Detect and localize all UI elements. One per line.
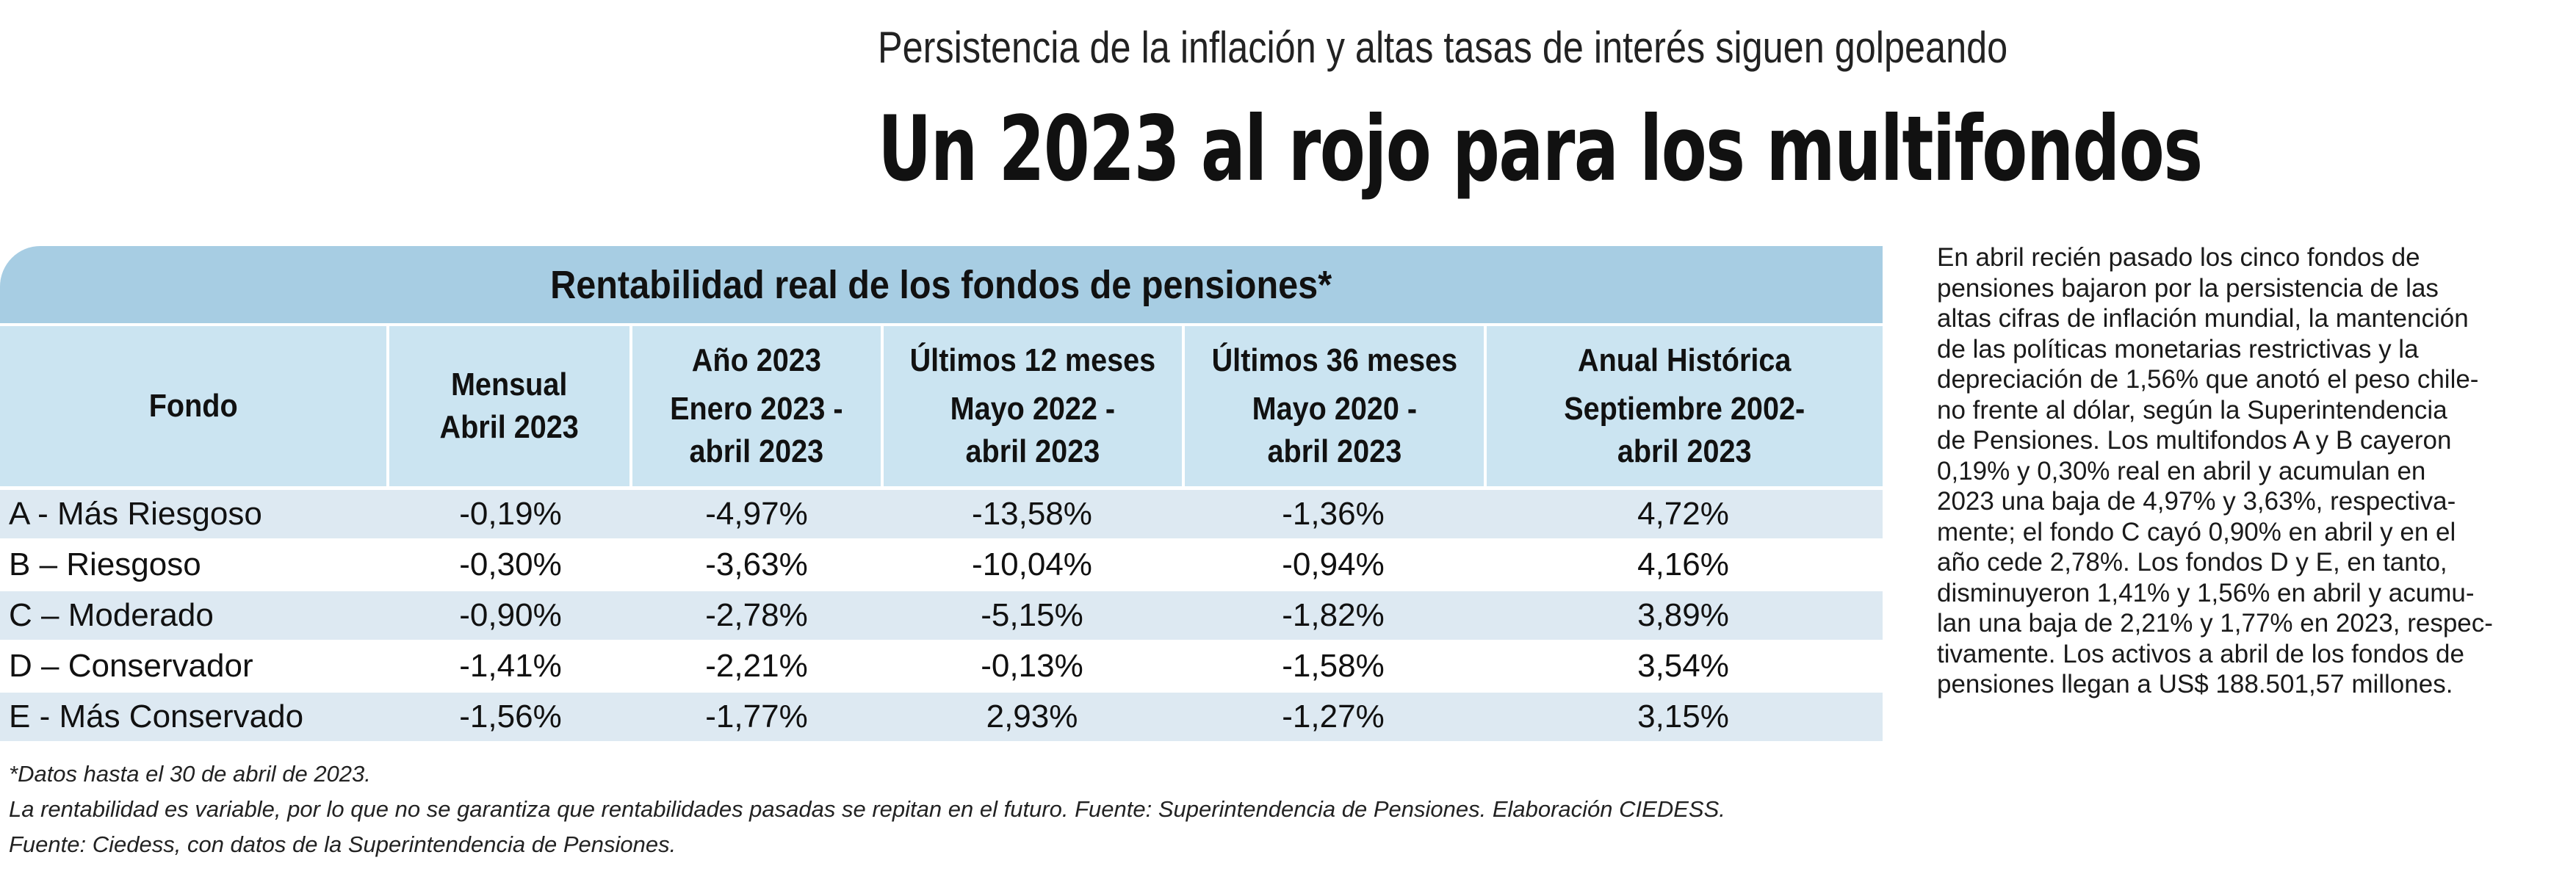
fund-name: C – Moderado <box>9 597 214 633</box>
column-header-period: Mayo 2020 - abril 2023 <box>1252 391 1418 469</box>
return-value-ultimos-36-meses: -0,94% <box>1282 546 1385 582</box>
article-line: de las políticas monetarias restrictivas… <box>1937 334 2419 364</box>
return-value-anual-historica: 3,54% <box>1637 648 1729 684</box>
column-header-period: Septiembre 2002- abril 2023 <box>1564 391 1805 469</box>
return-value-anio-2023: -3,63% <box>705 546 808 582</box>
article-line: lan una baja de 2,21% y 1,77% en 2023, r… <box>1937 609 2493 638</box>
article-line: disminuyeron 1,41% y 1,56% en abril y ac… <box>1937 578 2475 607</box>
article-line: 2023 una baja de 4,97% y 3,63%, respecti… <box>1937 487 2456 516</box>
table-row: C – Moderado -0,90% -2,78% -5,15% -1,82% 3,89… <box>0 591 1883 642</box>
table-row: B – Riesgoso -0,30% -3,63% -10,04% -0,94% 4,1… <box>0 541 1883 591</box>
return-value-ultimos-36-meses: -1,27% <box>1282 699 1385 734</box>
column-header-period: Enero 2023 - abril 2023 <box>670 391 843 469</box>
return-value-ultimos-36-meses: -1,58% <box>1282 648 1385 684</box>
fund-name: E - Más Conservado <box>9 699 304 734</box>
column-header-label: Abril 2023 <box>439 409 580 445</box>
column-header-anual-historica: Anual Histórica Septiembre 2002- abril 202… <box>1487 326 1883 486</box>
return-value-mensual: -1,56% <box>459 699 562 734</box>
return-value-mensual: -1,41% <box>459 648 562 684</box>
return-value-anio-2023: -1,77% <box>705 699 808 734</box>
return-value-ultimos-12-meses: -0,13% <box>981 648 1083 684</box>
article-line: depreciación de 1,56% que anotó el peso … <box>1937 365 2479 394</box>
column-header-fondo: Fondo <box>0 326 389 486</box>
table-row: E - Más Conservado -1,56% -1,77% 2,93% -1,27… <box>0 693 1883 743</box>
return-value-ultimos-12-meses: 2,93% <box>986 699 1078 734</box>
fund-name: A - Más Riesgoso <box>9 496 262 532</box>
column-header-label: Anual Histórica <box>1578 342 1792 378</box>
column-header-anio-2023: Año 2023 Enero 2023 - abril 2023 <box>632 326 884 486</box>
column-header-mensual: Mensual Abril 2023 <box>389 326 633 486</box>
article-line: tivamente. Los activos a abril de los fo… <box>1937 639 2464 668</box>
column-header-label: Mensual <box>451 367 568 403</box>
note-disclaimer: La rentabilidad es variable, por lo que … <box>9 796 1725 822</box>
table-header-row: Fondo Mensual Abril 2023 Año 2023 Enero 2023… <box>0 323 1883 490</box>
article-line: no frente al dólar, según la Superintend… <box>1937 395 2447 425</box>
table-notes: *Datos hasta el 30 de abril de 2023. La … <box>9 757 1725 862</box>
returns-table: Rentabilidad real de los fondos de pensi… <box>0 246 1883 743</box>
fund-name: B – Riesgoso <box>9 546 201 582</box>
return-value-anual-historica: 3,15% <box>1637 699 1729 734</box>
article-line: año cede 2,78%. Los fondos D y E, en tan… <box>1937 548 2447 577</box>
return-value-mensual: -0,19% <box>459 496 562 532</box>
return-value-anio-2023: -2,78% <box>705 597 808 633</box>
column-header-ultimos-12-meses: Últimos 12 meses Mayo 2022 - abril 2023 <box>884 326 1186 486</box>
return-value-anio-2023: -2,21% <box>705 648 808 684</box>
article-line: pensiones llegan a US$ 188.501,57 millon… <box>1937 670 2453 699</box>
article-line: 0,19% y 0,30% real en abril y acumulan e… <box>1937 456 2426 485</box>
return-value-ultimos-12-meses: -5,15% <box>981 597 1083 633</box>
kicker: Persistencia de la inflación y altas tas… <box>878 23 2008 72</box>
column-header-label: Últimos 36 meses <box>1211 342 1458 378</box>
return-value-anual-historica: 4,72% <box>1637 496 1729 532</box>
return-value-anual-historica: 4,16% <box>1637 546 1729 582</box>
note-source: Fuente: Ciedess, con datos de la Superin… <box>9 831 677 857</box>
column-header-period: Mayo 2022 - abril 2023 <box>950 391 1116 469</box>
table-row: D – Conservador -1,41% -2,21% -0,13% -1,58% 3… <box>0 642 1883 693</box>
article-line: de Pensiones. Los multifondos A y B caye… <box>1937 426 2452 455</box>
table-row: A - Más Riesgoso -0,19% -4,97% -13,58% -1,36… <box>0 490 1883 541</box>
column-header-label: Últimos 12 meses <box>909 342 1156 378</box>
return-value-mensual: -0,90% <box>459 597 562 633</box>
return-value-ultimos-12-meses: -13,58% <box>972 496 1092 532</box>
note-dates: *Datos hasta el 30 de abril de 2023. <box>9 761 371 787</box>
return-value-ultimos-36-meses: -1,82% <box>1282 597 1385 633</box>
article-line: pensiones bajaron por la persistencia de… <box>1937 273 2439 303</box>
article-body: En abril recién pasado los cinco fondos … <box>1937 242 2561 700</box>
return-value-anio-2023: -4,97% <box>705 496 808 532</box>
column-header-label: Año 2023 <box>691 342 821 378</box>
article-line: En abril recién pasado los cinco fondos … <box>1937 243 2420 272</box>
return-value-ultimos-12-meses: -10,04% <box>972 546 1092 582</box>
article-line: mente; el fondo C cayó 0,90% en abril y … <box>1937 517 2456 546</box>
fund-name: D – Conservador <box>9 648 253 684</box>
return-value-mensual: -0,30% <box>459 546 562 582</box>
table-title: Rentabilidad real de los fondos de pensi… <box>0 246 1883 323</box>
column-header-label: Fondo <box>148 388 238 424</box>
column-header-ultimos-36-meses: Últimos 36 meses Mayo 2020 - abril 2023 <box>1185 326 1487 486</box>
return-value-anual-historica: 3,89% <box>1637 597 1729 633</box>
return-value-ultimos-36-meses: -1,36% <box>1282 496 1385 532</box>
headline: Un 2023 al rojo para los multifondos <box>878 97 2203 201</box>
table-title-text: Rentabilidad real de los fondos de pensi… <box>550 262 1332 307</box>
table-body: A - Más Riesgoso -0,19% -4,97% -13,58% -1,36… <box>0 490 1883 743</box>
article-line: altas cifras de inflación mundial, la ma… <box>1937 304 2469 333</box>
